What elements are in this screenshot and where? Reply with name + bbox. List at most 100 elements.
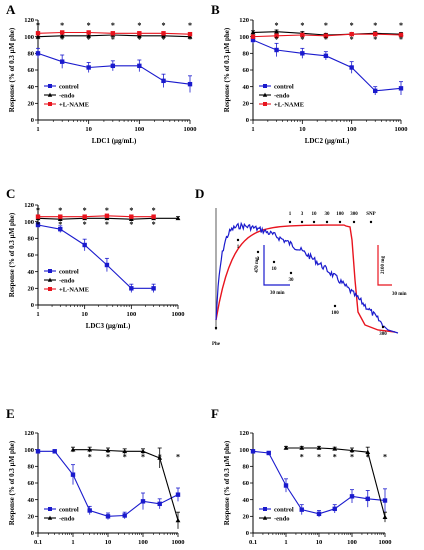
data-point <box>104 262 110 268</box>
data-point <box>137 63 142 69</box>
series-endo <box>283 445 388 523</box>
x-tick-label: 1 <box>36 311 39 318</box>
legend-label: +L-NAME <box>59 286 89 293</box>
significance-star-black: * <box>300 453 304 462</box>
data-point <box>82 214 87 219</box>
data-point <box>323 33 329 39</box>
significance-star-black: * <box>317 453 321 462</box>
panel-letter-d: D <box>195 186 204 201</box>
series-line <box>38 215 154 218</box>
x-tick-label: 0.1 <box>249 539 257 546</box>
x-tick-label: 10 <box>316 539 323 546</box>
data-point <box>35 214 41 219</box>
data-point <box>299 445 305 450</box>
data-point <box>300 32 305 38</box>
data-point <box>349 65 354 70</box>
legend: control -endo +L-NAME <box>44 83 89 108</box>
y-axis-label: Response (% of 0.3 μM phe) <box>223 27 231 112</box>
data-point <box>175 215 181 221</box>
data-point <box>105 514 111 519</box>
data-point <box>140 448 146 454</box>
data-point <box>316 511 322 517</box>
red-scale-bar <box>377 245 392 286</box>
y-tick-label: 40 <box>243 497 250 504</box>
significance-star-red: * <box>36 206 40 215</box>
data-point <box>300 51 305 56</box>
legend-label: -endo <box>59 92 75 99</box>
data-point <box>382 498 388 503</box>
series-lname <box>35 30 193 37</box>
data-point <box>151 214 156 219</box>
trace-dose-label-top: 1 <box>289 212 292 217</box>
legend-marker <box>48 507 52 511</box>
data-point <box>70 447 76 452</box>
legend-marker <box>47 92 53 97</box>
data-point <box>140 499 146 504</box>
data-point <box>86 33 92 38</box>
series-control <box>35 449 181 520</box>
significance-star-red: * <box>137 21 141 30</box>
data-point <box>122 448 128 454</box>
x-tick-label: 10 <box>299 126 306 133</box>
significance-star-black: * <box>188 35 192 44</box>
series-control <box>35 222 156 293</box>
data-point <box>110 31 116 36</box>
data-point <box>151 286 156 291</box>
legend-marker <box>263 84 267 88</box>
data-point <box>129 214 134 219</box>
data-point <box>87 508 92 513</box>
y-tick-label: 100 <box>239 34 249 41</box>
trace-panel-d: D 1 3 10 30 100 300 SNP 1 3 10 30 100 300 Phe 2100 mg 3… <box>195 186 407 347</box>
significance-star-black: * <box>83 220 87 229</box>
data-point <box>137 31 142 36</box>
trace-dose-label-top: 10 <box>312 212 318 217</box>
data-point <box>58 226 63 232</box>
data-point <box>87 447 93 452</box>
legend-label: +L-NAME <box>59 101 89 108</box>
data-point <box>59 59 65 64</box>
y-tick-label: 80 <box>28 51 35 58</box>
series-endo <box>70 446 181 529</box>
significance-star-black: * <box>111 35 115 44</box>
data-point <box>250 34 256 39</box>
series-control <box>250 449 388 518</box>
legend-label: -endo <box>59 277 75 284</box>
x-tick-label: 10 <box>85 126 92 133</box>
legend: control -endo +L-NAME <box>259 83 304 108</box>
data-point <box>52 449 57 454</box>
data-point <box>382 514 388 519</box>
trace-dose-marker-top <box>325 220 329 224</box>
significance-star-black: * <box>36 220 40 229</box>
significance-star-black: * <box>399 35 403 44</box>
series-lname <box>250 31 404 39</box>
data-point <box>316 445 322 450</box>
significance-star-black: * <box>162 35 166 44</box>
significance-star-red: * <box>87 21 91 30</box>
panel-letter: B <box>211 2 220 17</box>
trace-dose-marker-top <box>369 220 373 224</box>
y-axis-label: Response (% of 0.3 μM phe) <box>8 212 16 297</box>
trace-dose-marker-top <box>288 220 292 224</box>
significance-star-red: * <box>111 21 115 30</box>
y-tick-label: 60 <box>28 252 35 259</box>
data-point <box>59 30 65 35</box>
significance-star-black: * <box>106 453 110 462</box>
legend-label: control <box>274 506 294 513</box>
red-scale-horizontal-label: 30 min <box>392 292 407 297</box>
legend-label: control <box>274 83 294 90</box>
y-tick-label: 40 <box>28 497 35 504</box>
data-point <box>104 213 110 219</box>
legend: control -endo <box>259 506 294 522</box>
x-tick-label: 1000 <box>395 126 408 133</box>
y-axis-label: Response (% of 0.3 μM phe) <box>8 27 16 112</box>
series-control <box>35 47 193 93</box>
data-point <box>274 47 279 53</box>
data-point <box>283 483 289 488</box>
significance-star-black: * <box>141 453 145 462</box>
data-point <box>161 31 166 36</box>
y-tick-label: 20 <box>243 514 250 521</box>
significance-star-red: * <box>399 21 403 30</box>
